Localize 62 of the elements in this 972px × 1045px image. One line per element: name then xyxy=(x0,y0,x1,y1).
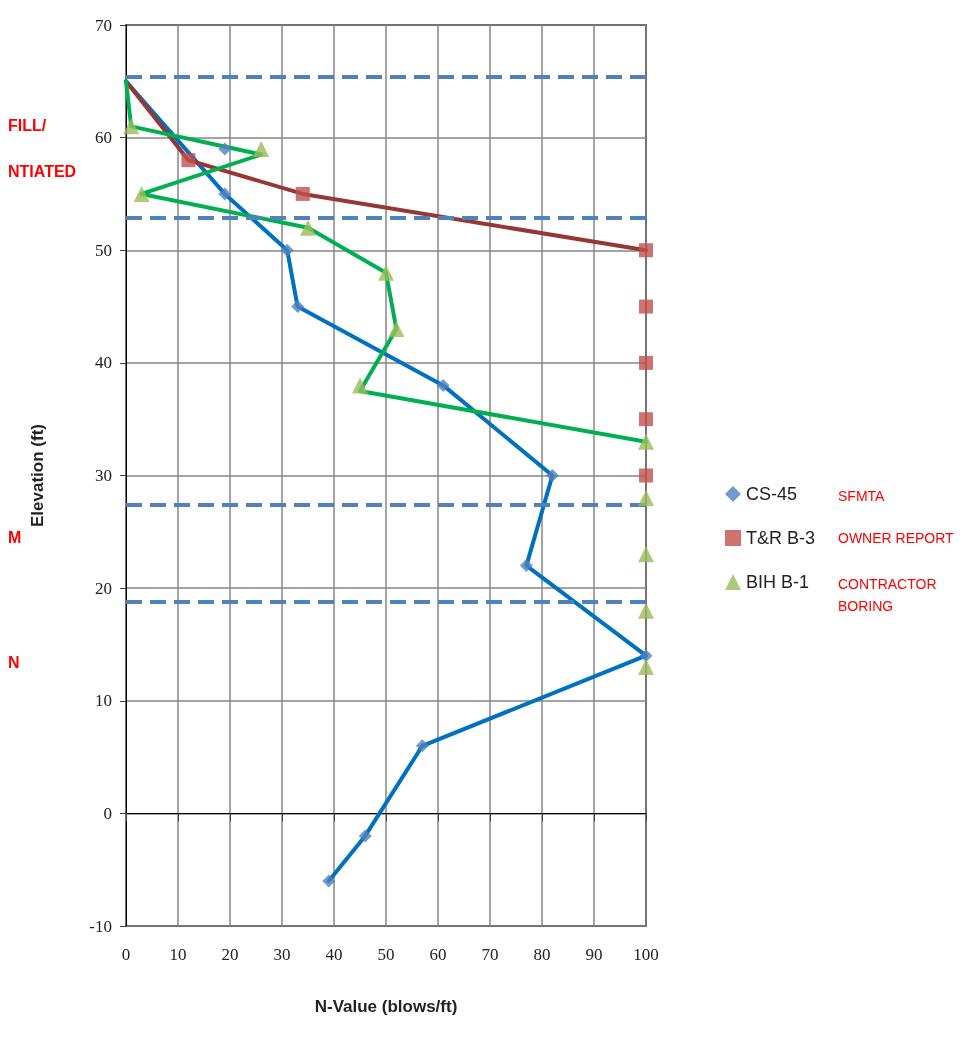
y-tick-label: 70 xyxy=(95,15,112,35)
point xyxy=(378,264,394,281)
point xyxy=(639,412,653,427)
point xyxy=(639,243,653,258)
text: OWNER REPORT xyxy=(838,530,955,546)
x-tick-label: 50 xyxy=(377,945,395,964)
y-tick-label: 50 xyxy=(95,240,112,260)
point xyxy=(415,739,429,753)
y-axis-title: Elevation (ft) xyxy=(28,424,47,527)
point xyxy=(639,299,653,314)
point xyxy=(218,142,232,156)
text: FILL/ xyxy=(8,116,47,134)
x-tick-label: 100 xyxy=(633,945,659,964)
y-tick-label: 30 xyxy=(95,466,112,485)
text: NTIATED xyxy=(8,162,77,180)
point xyxy=(358,829,372,843)
y-tick-label: -10 xyxy=(89,916,112,936)
text: M xyxy=(8,528,22,546)
x-tick-label: 30 xyxy=(273,945,291,964)
text: N xyxy=(8,653,20,671)
point xyxy=(133,185,150,202)
x-tick-label: 70 xyxy=(481,945,499,964)
x-tick-label: 20 xyxy=(221,945,239,964)
point xyxy=(300,219,316,236)
point xyxy=(638,602,654,619)
y-tick-label: 0 xyxy=(103,803,112,823)
point xyxy=(639,649,653,663)
legend-label: T&R B-3 xyxy=(746,528,816,548)
legend-label: BIH B-1 xyxy=(746,572,810,592)
point xyxy=(123,118,140,135)
point xyxy=(280,243,294,257)
point xyxy=(291,300,305,314)
point xyxy=(545,469,559,482)
point xyxy=(639,468,653,483)
text: SFMTA xyxy=(838,488,886,504)
point xyxy=(638,490,654,507)
x-tick-label: 90 xyxy=(585,945,603,964)
point xyxy=(181,153,196,168)
point xyxy=(388,321,405,338)
x-tick-label: 0 xyxy=(121,945,131,964)
point xyxy=(253,140,270,157)
y-tick-label: 10 xyxy=(95,691,112,711)
x-tick-label: 80 xyxy=(533,945,551,964)
point xyxy=(639,355,653,370)
point xyxy=(638,658,654,675)
text: CONTRACTOR BORING xyxy=(838,576,937,614)
x-tick-label: 40 xyxy=(325,945,343,964)
y-tick-label: 60 xyxy=(95,128,112,148)
point xyxy=(322,874,336,888)
y-tick-label: 40 xyxy=(95,353,112,373)
x-tick-label: 10 xyxy=(169,945,187,964)
legend-label: CS-45 xyxy=(746,484,798,504)
point xyxy=(295,186,310,201)
point xyxy=(352,377,368,394)
x-axis-title: N-Value (blows/ft) xyxy=(314,997,458,1016)
point xyxy=(436,378,450,392)
point xyxy=(638,433,654,450)
point xyxy=(218,187,232,201)
y-tick-label: 20 xyxy=(95,578,112,598)
point xyxy=(519,559,533,573)
point xyxy=(638,546,654,563)
x-tick-label: 60 xyxy=(429,945,447,964)
